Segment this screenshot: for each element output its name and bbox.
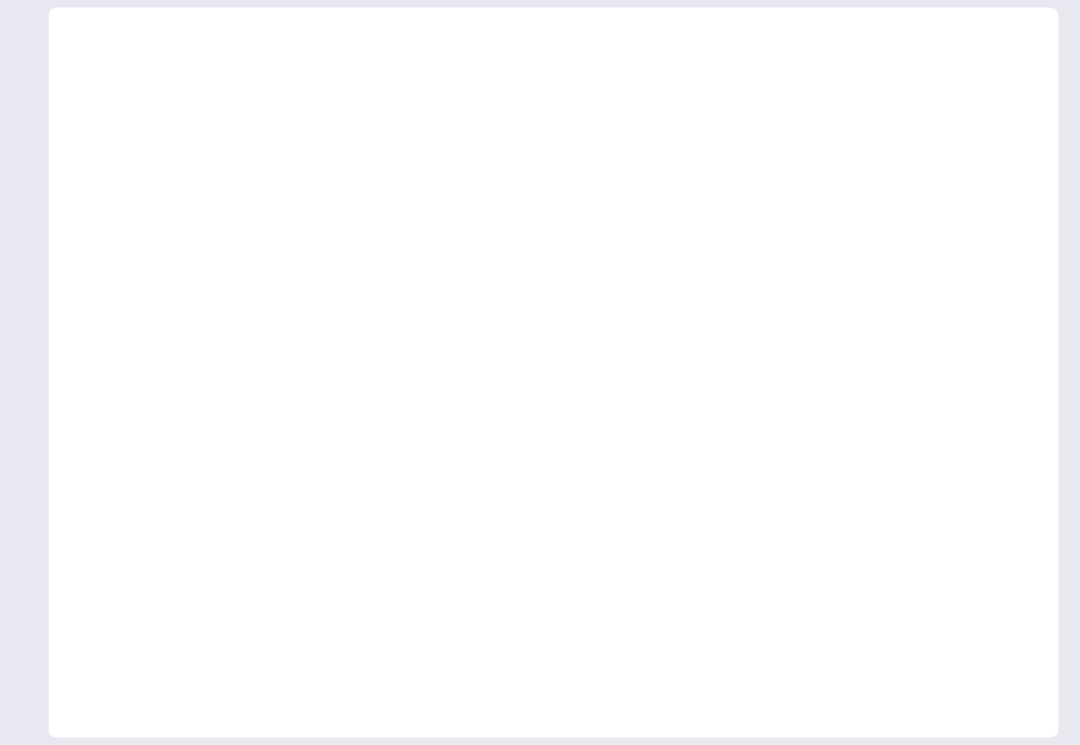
Text: 1 × I.: 1 × I. bbox=[805, 97, 873, 117]
Text: Phosphorus pentachloride: Phosphorus pentachloride bbox=[227, 603, 607, 632]
Text: spectroscopy?: spectroscopy? bbox=[130, 231, 348, 260]
Text: internal standard in in 1H-NMR: internal standard in in 1H-NMR bbox=[130, 164, 600, 193]
Text: Tetramethysilane: Tetramethysilane bbox=[227, 335, 478, 364]
Text: Phosphorus trichloride: Phosphorus trichloride bbox=[227, 514, 554, 542]
Text: Which of the following is used as an: Which of the following is used as an bbox=[130, 97, 678, 126]
Text: Trimethylsilane: Trimethylsilane bbox=[227, 425, 448, 453]
